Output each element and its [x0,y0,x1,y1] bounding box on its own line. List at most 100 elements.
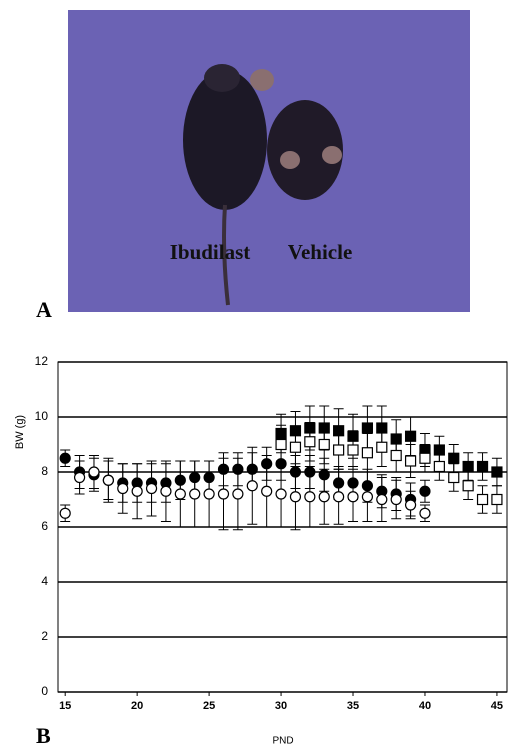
point [132,486,142,496]
point [276,429,286,439]
y-tick-label: 0 [41,684,48,698]
point [276,459,286,469]
point [290,442,300,452]
y-tick-label: 6 [41,519,48,533]
panel-label: A [36,297,52,322]
point [334,478,344,488]
x-tick-label: 30 [275,700,287,712]
point [75,473,85,483]
point [391,451,401,461]
y-tick-label: 10 [35,409,49,423]
point [262,459,272,469]
point [420,453,430,463]
point [492,467,502,477]
x-tick-label: 25 [203,700,215,712]
point [348,478,358,488]
mouse-right-ear [322,146,342,164]
point [348,445,358,455]
point [406,431,416,441]
point [348,492,358,502]
point [319,492,329,502]
point [334,445,344,455]
x-tick-label: 40 [419,700,431,712]
point [334,492,344,502]
point [434,462,444,472]
point [218,489,228,499]
point [175,489,185,499]
y-axis-label: BW (g) [14,415,26,449]
point [362,481,372,491]
point [319,440,329,450]
point [305,437,315,447]
point [406,456,416,466]
point [60,453,70,463]
point [305,423,315,433]
point [204,489,214,499]
point [218,464,228,474]
mouse-left-ear [204,64,240,92]
point [233,489,243,499]
point [334,426,344,436]
point [478,495,488,505]
y-tick-label: 4 [41,574,48,588]
point [204,473,214,483]
point [276,489,286,499]
point [362,492,372,502]
point [190,489,200,499]
point [319,470,329,480]
mouse-left-ear [250,69,274,91]
point [60,508,70,518]
point [391,495,401,505]
point [434,445,444,455]
point [377,442,387,452]
y-tick-label: 8 [41,464,48,478]
point [175,475,185,485]
x-tick-label: 35 [347,700,359,712]
point [362,423,372,433]
point [103,475,113,485]
point [276,440,286,450]
point [377,423,387,433]
point [233,464,243,474]
point [290,426,300,436]
point [190,473,200,483]
y-tick-label: 12 [35,354,49,368]
point [377,495,387,505]
point [161,486,171,496]
point [118,484,128,494]
point [478,462,488,472]
photo: Ibudilast Vehicle [68,10,470,312]
mouse-right-ear [280,151,300,169]
point [391,434,401,444]
point [305,467,315,477]
point [449,453,459,463]
photo-caption: Ibudilast [170,240,251,264]
point [492,495,502,505]
point [449,473,459,483]
point [147,484,157,494]
panel-label: B [36,723,51,747]
point [89,467,99,477]
page: Ibudilast Vehicle A B BW (g) PND 0 2 4 6 8 10… [0,0,509,747]
x-tick-label: 20 [131,700,143,712]
x-tick-label: 15 [59,700,71,712]
point [406,500,416,510]
point [362,448,372,458]
point [290,492,300,502]
point [305,492,315,502]
point [463,481,473,491]
point [420,486,430,496]
point [247,481,257,491]
x-axis-label: PND [272,736,293,747]
point [348,431,358,441]
photo-caption: Vehicle [288,240,353,264]
figure: Ibudilast Vehicle A B BW (g) PND 0 2 4 6 8 10… [0,0,509,747]
point [420,508,430,518]
point [262,486,272,496]
y-tick-label: 2 [41,629,48,643]
x-tick-label: 45 [491,700,503,712]
point [463,462,473,472]
point [319,423,329,433]
point [290,467,300,477]
point [247,464,257,474]
